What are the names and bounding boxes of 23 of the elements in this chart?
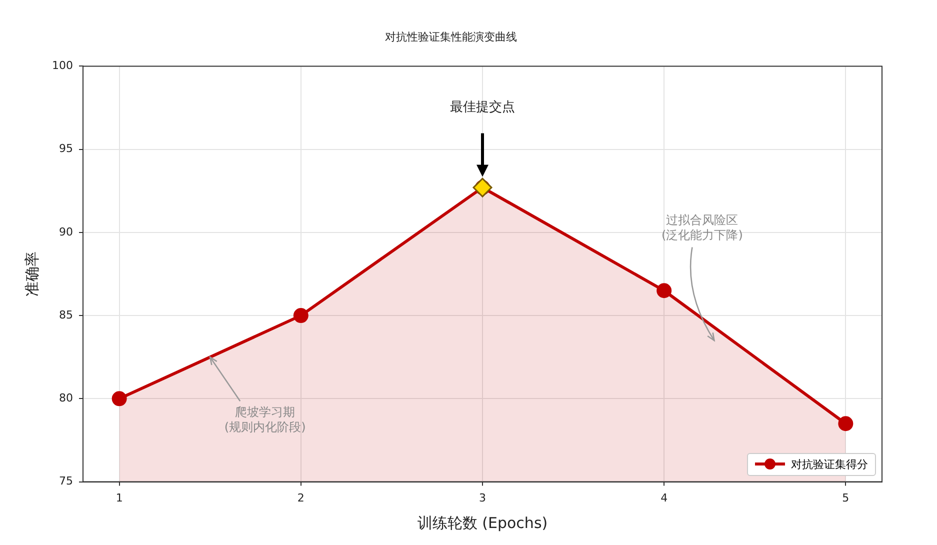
point (472, 178, 492, 198)
legend-label: 对抗验证集得分 (791, 456, 868, 472)
annotation: 过拟合风险区 (泛化能力下降) (662, 213, 743, 244)
y-tick-label: 90 (58, 225, 73, 238)
x-axis-title: 训练轮数 (Epochs) (417, 514, 548, 532)
x-tick-label: 3 (479, 491, 486, 504)
x-tick-label: 4 (660, 491, 668, 504)
annotation: 爬坡学习期 (规则内化阶段) (224, 405, 306, 436)
y-tick-label: 95 (58, 142, 73, 156)
y-tick-label: 85 (58, 308, 73, 322)
y-tick-label: 80 (58, 392, 73, 405)
y-axis-title: 准确率 (22, 252, 41, 296)
y-tick-label: 100 (52, 59, 73, 72)
point (293, 308, 308, 324)
x-tick-label: 1 (116, 491, 123, 504)
point (656, 283, 672, 298)
chart-title: 对抗性验证集性能演变曲线 (385, 30, 517, 44)
point (838, 416, 854, 432)
x-tick-label: 2 (297, 491, 304, 504)
annotation: 最佳提交点 (450, 100, 515, 116)
x-tick-label: 5 (842, 491, 850, 504)
y-tick-label: 75 (58, 474, 73, 488)
point (112, 391, 127, 406)
